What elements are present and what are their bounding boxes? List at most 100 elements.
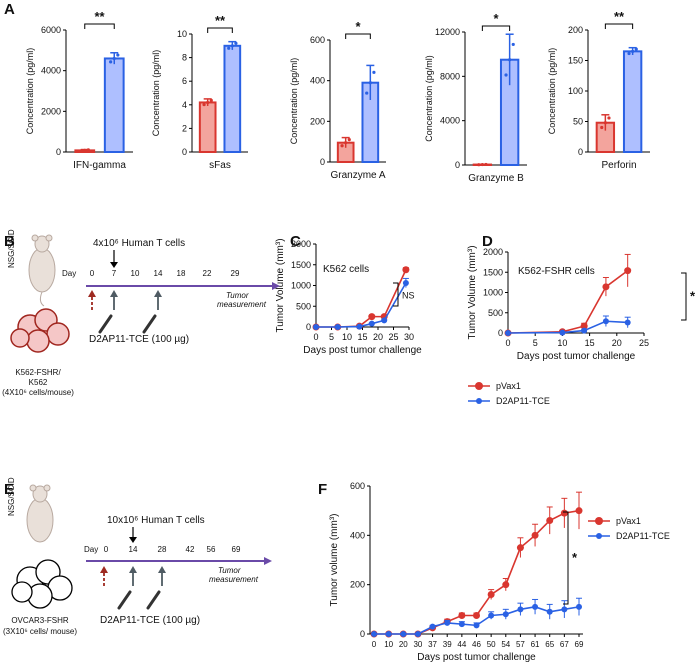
syringe-icon <box>98 314 113 334</box>
data-point <box>414 631 421 637</box>
significance-bracket <box>345 33 371 39</box>
day-tick-label: 14 <box>129 545 138 554</box>
cells-line-2: (3X10⁶ cells/ mouse) <box>3 627 77 636</box>
y-tick-label: 4 <box>182 100 187 110</box>
significance-label: NS <box>402 291 415 301</box>
cells-line-3: (4X10⁶ cells/mouse) <box>2 388 74 397</box>
data-point <box>402 266 410 274</box>
data-point <box>402 280 409 287</box>
legend-marker <box>596 533 602 539</box>
legend-label: pVax1 <box>496 381 521 391</box>
mouse-icon <box>28 234 56 307</box>
data-point <box>86 148 90 152</box>
day-tick-label: 22 <box>203 269 212 278</box>
y-axis-label: Concentration (pg/ml) <box>25 48 35 135</box>
data-point <box>429 623 436 630</box>
data-point <box>627 51 631 56</box>
bar-treated <box>103 57 125 153</box>
significance-bracket <box>681 272 687 321</box>
arrow-head <box>154 290 162 297</box>
y-axis-label: Concentration (pg/ml) <box>547 48 557 135</box>
tumor-measurement-label-2: measurement <box>209 575 259 584</box>
day-tick-label: 10 <box>131 269 140 278</box>
day-tick-label: 0 <box>90 269 95 278</box>
data-point <box>602 283 610 291</box>
x-tick-label: 5 <box>329 332 334 342</box>
cells-line-1: OVCAR3-FSHR <box>11 616 69 625</box>
x-tick-label: 44 <box>457 640 466 649</box>
tumor-icon <box>10 308 70 353</box>
data-point <box>477 163 481 167</box>
line-chart-c: 0 500 1000 1500 2000 0 5 10 15 20 25 30 Days post tu… <box>275 238 422 356</box>
x-axis-label: Perforin <box>601 160 636 171</box>
data-point <box>516 544 524 552</box>
legend-label: pVax1 <box>616 516 641 526</box>
data-point <box>546 517 554 525</box>
data-point <box>112 56 116 61</box>
significance-label: ** <box>215 13 226 28</box>
legend-marker <box>476 398 482 404</box>
y-tick-label: 100 <box>568 86 583 96</box>
x-axis-label: Days post tumor challenge <box>303 345 422 356</box>
data-point <box>206 100 210 105</box>
significance-label: ** <box>94 9 105 24</box>
y-tick-label: 600 <box>310 35 325 45</box>
day-tick-label: 14 <box>154 269 163 278</box>
y-tick-label: 6 <box>182 76 187 86</box>
y-tick-label: 500 <box>488 308 503 318</box>
y-tick-label: 4000 <box>440 116 460 126</box>
x-tick-label: 25 <box>639 338 649 348</box>
y-axis-label: Concentration (pg/ml) <box>424 55 434 142</box>
data-point <box>505 330 511 336</box>
significance-bracket <box>481 25 511 31</box>
x-tick-label: 10 <box>557 338 567 348</box>
significance-bracket <box>563 511 569 605</box>
y-tick-label: 1000 <box>483 288 503 298</box>
x-axis-label: IFN-gamma <box>73 160 126 171</box>
y-tick-label: 8 <box>182 53 187 63</box>
y-axis-label: Tumor Volume (mm³) <box>275 238 286 332</box>
bar-chart-a5: 0 50 100 150 200 Concentration (pg/ml) Perfori… <box>547 9 650 171</box>
data-point <box>356 323 363 330</box>
x-tick-label: 0 <box>313 332 318 342</box>
x-tick-label: 10 <box>342 332 352 342</box>
x-tick-label: 54 <box>501 640 510 649</box>
bar-treated <box>223 44 242 153</box>
chart-title: K562 cells <box>323 264 369 275</box>
mouse-strain-label: NSG/SCID <box>7 229 16 268</box>
y-tick-label: 0 <box>455 160 460 170</box>
data-point <box>365 91 369 95</box>
arrow-head <box>129 566 137 573</box>
arrow-head <box>88 290 96 297</box>
mouse-strain-label: NSG/SCID <box>7 477 16 516</box>
series-line-d2ap11-tce <box>507 320 628 334</box>
data-point <box>576 603 582 610</box>
bar-chart-a4: 0 4000 8000 12000 Concentration (pg/ml) Granz… <box>424 11 527 184</box>
y-tick-label: 12000 <box>435 27 460 37</box>
significance-label: * <box>493 11 499 26</box>
y-tick-label: 0 <box>320 157 325 167</box>
data-point <box>368 313 376 321</box>
y-tick-label: 50 <box>573 117 583 127</box>
data-point <box>227 46 231 50</box>
significance-bracket <box>604 23 634 29</box>
data-point <box>487 591 495 599</box>
data-point <box>484 162 488 167</box>
y-tick-label: 0 <box>182 147 187 157</box>
data-point <box>400 631 407 637</box>
significance-label: ** <box>614 9 625 24</box>
x-tick-label: 30 <box>404 332 414 342</box>
data-point <box>116 53 120 57</box>
data-point <box>508 58 512 62</box>
x-tick-label: 69 <box>575 640 584 649</box>
day-tick-label: 56 <box>207 545 216 554</box>
bar-treated <box>622 50 643 153</box>
panel-letter-e: E <box>4 481 14 498</box>
tcell-label: 10x10⁶ Human T cells <box>107 515 205 526</box>
day-tick-label: 69 <box>232 545 241 554</box>
data-point <box>344 141 348 145</box>
arrow-head <box>158 566 166 573</box>
y-tick-label: 150 <box>568 56 583 66</box>
legend-marker <box>475 382 483 390</box>
day-label: Day <box>62 269 76 278</box>
